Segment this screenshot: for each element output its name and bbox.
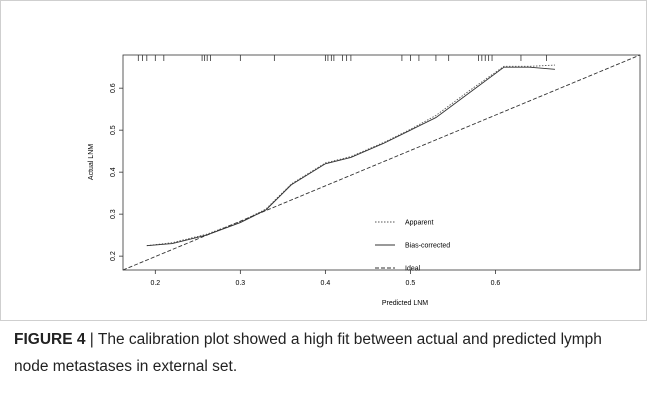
legend-label: Bias-corrected — [405, 243, 450, 250]
x-tick-label: 0.4 — [321, 280, 331, 287]
legend-label: Ideal — [405, 266, 421, 273]
legend-label: Apparent — [405, 220, 433, 227]
caption: FIGURE 4 | The calibration plot showed a… — [14, 326, 634, 380]
y-tick-label: 0.2 — [110, 251, 117, 261]
x-tick-label: 0.2 — [150, 280, 160, 287]
figure-frame — [0, 0, 647, 321]
series-line — [146, 66, 556, 247]
series-line — [146, 64, 555, 247]
x-tick-label: 0.6 — [491, 280, 501, 287]
caption-text: | The calibration plot showed a high fit… — [14, 331, 602, 375]
series-line — [122, 54, 641, 271]
chart: Predicted LNM Actual LNM 0.2 0.3 0.4 0.5 0.6… — [0, 0, 647, 321]
y-axis-label: Actual LNM — [88, 144, 95, 180]
y-tick-label: 0.5 — [110, 125, 117, 135]
caption-label: FIGURE 4 — [14, 331, 86, 348]
y-tick-label: 0.4 — [110, 167, 117, 177]
y-tick-label: 0.3 — [110, 209, 117, 219]
plot-box — [122, 54, 641, 271]
y-tick-label: 0.6 — [110, 83, 117, 93]
x-tick-label: 0.5 — [406, 280, 416, 287]
x-axis-label: Predicted LNM — [382, 300, 428, 307]
x-tick-label: 0.3 — [235, 280, 245, 287]
